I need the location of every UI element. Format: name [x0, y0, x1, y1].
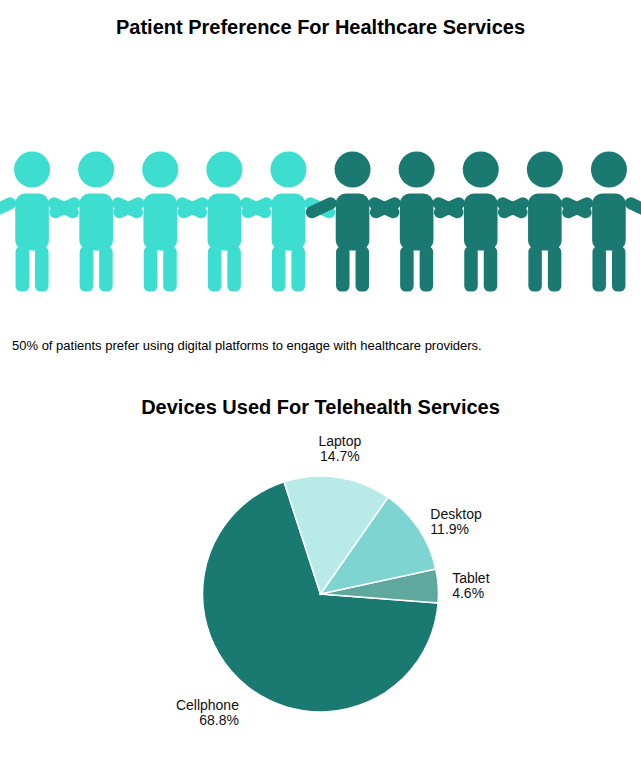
figure: Patient Preference For Healthcare Servic…: [0, 0, 641, 768]
title: Patient Preference For Healthcare Servic…: [116, 16, 525, 38]
person-body: [464, 194, 498, 251]
person-arm: [560, 195, 595, 220]
person-leg: [528, 247, 542, 292]
person-head: [142, 152, 178, 188]
person-head: [527, 152, 563, 188]
category-label: Laptop: [319, 433, 362, 449]
person-leg: [208, 247, 222, 292]
person-arm: [623, 195, 641, 220]
pie: [202, 476, 438, 712]
person-leg: [548, 247, 562, 292]
person-icon: [432, 152, 530, 292]
person-icon: [368, 152, 466, 292]
person-leg: [272, 247, 286, 292]
person-leg: [484, 247, 498, 292]
person-arm: [368, 195, 403, 220]
person-head: [206, 152, 242, 188]
person-head: [270, 152, 306, 188]
person-arm: [176, 195, 211, 220]
person-icon: [560, 152, 641, 292]
person-body: [143, 194, 177, 251]
person-leg: [144, 247, 158, 292]
value-label: 68.8%: [199, 712, 239, 728]
person-head: [591, 152, 627, 188]
person-body: [272, 194, 306, 251]
category-label: Cellphone: [176, 697, 239, 713]
person-leg: [163, 247, 177, 292]
person-leg: [80, 247, 94, 292]
category-label: Tablet: [452, 570, 489, 586]
person-leg: [464, 247, 478, 292]
person-head: [78, 152, 114, 188]
category-label: Desktop: [430, 506, 482, 522]
person-leg: [400, 247, 414, 292]
background: [0, 0, 641, 768]
person-body: [336, 194, 370, 251]
person-leg: [16, 247, 29, 292]
person-leg: [99, 247, 113, 292]
pie-label: Laptop14.7%: [319, 433, 362, 464]
person-arm: [432, 195, 467, 220]
person-body: [400, 194, 434, 251]
person-body: [79, 194, 113, 251]
person-head: [335, 152, 371, 188]
person-leg: [592, 247, 606, 292]
value-label: 4.6%: [452, 585, 484, 601]
value-label: 11.9%: [430, 521, 469, 537]
pie-label: Desktop11.9%: [430, 506, 482, 537]
person-leg: [291, 247, 305, 292]
person-arm: [240, 195, 275, 220]
pie-slice: [284, 476, 388, 594]
caption: 50% of patients prefer using digital pla…: [12, 338, 482, 353]
person-body: [528, 194, 562, 251]
person-icon: [0, 152, 81, 292]
person-leg: [35, 247, 49, 292]
person-head: [14, 152, 50, 188]
person-head: [463, 152, 499, 188]
value-label: 14.7%: [320, 448, 360, 464]
person-body: [208, 194, 242, 251]
person-arm: [304, 195, 339, 220]
person-body: [15, 194, 49, 251]
person-leg: [227, 247, 241, 292]
person-leg: [612, 247, 626, 292]
person-arm: [111, 195, 146, 220]
person-leg: [420, 247, 434, 292]
person-icon: [176, 152, 274, 292]
person-body: [592, 194, 626, 251]
title: Devices Used For Telehealth Services: [141, 396, 500, 418]
pie-label: Cellphone68.8%: [176, 697, 239, 728]
person-icon: [47, 152, 145, 292]
person-head: [399, 152, 435, 188]
pie-label: Tablet4.6%: [452, 570, 489, 601]
person-icon: [304, 152, 402, 292]
person-arm: [0, 195, 18, 220]
person-leg: [356, 247, 370, 292]
person-arm: [47, 195, 82, 220]
person-icon: [496, 152, 594, 292]
person-icon: [111, 152, 209, 292]
person-leg: [336, 247, 350, 292]
person-arm: [496, 195, 531, 220]
person-icon: [240, 152, 338, 292]
